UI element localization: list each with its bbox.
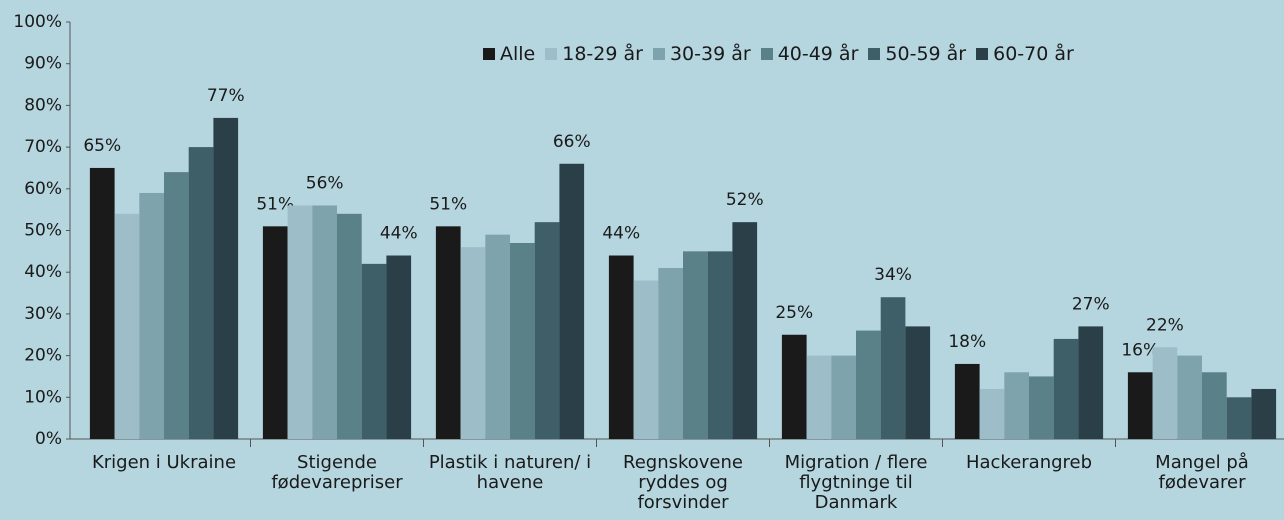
bar	[658, 268, 683, 439]
legend-label: 50-59 år	[885, 43, 967, 65]
y-tick-label: 80%	[24, 95, 62, 115]
bar	[213, 117, 239, 439]
bar	[188, 147, 214, 439]
legend-swatch	[868, 48, 881, 60]
bar	[485, 234, 510, 439]
x-tick-label: Krigen i Ukraine	[91, 452, 237, 473]
y-tick-label: 90%	[24, 54, 62, 74]
bar	[139, 192, 164, 439]
legend-label: Alle	[500, 43, 536, 65]
legend-item: Alle	[483, 43, 535, 65]
legend-swatch	[483, 48, 495, 60]
y-tick-label: 20%	[24, 346, 62, 366]
y-tick-label: 10%	[24, 387, 62, 407]
data-label: 25%	[775, 303, 813, 323]
legend-label: 30-39 år	[669, 43, 751, 65]
data-label: 65%	[83, 136, 121, 156]
bar	[534, 222, 560, 439]
x-tick-label: Migration / flere flygtninge til Danmark	[784, 452, 928, 513]
bar	[1177, 355, 1202, 439]
bar	[1127, 372, 1153, 439]
data-label: 18%	[948, 332, 986, 352]
legend-item: 50-59 år	[868, 43, 966, 65]
bar	[89, 167, 115, 439]
bar	[1078, 326, 1104, 439]
bar	[633, 280, 659, 439]
bar	[1152, 347, 1178, 439]
data-label: 52%	[726, 190, 764, 210]
bar	[806, 355, 832, 439]
legend-label: 60-70 år	[993, 43, 1074, 65]
bar	[831, 355, 856, 439]
bar	[460, 247, 486, 439]
data-label: 77%	[207, 86, 245, 106]
data-label: 51%	[429, 194, 467, 214]
bar	[781, 334, 807, 439]
data-label: 34%	[874, 265, 912, 285]
bar	[510, 243, 535, 439]
legend-swatch	[760, 48, 773, 60]
x-tick-label: Regnskovene ryddes og forsvinder	[623, 452, 743, 513]
bar	[114, 213, 140, 439]
legend-item: 40-49 år	[760, 43, 859, 65]
x-tick-label: Hackerangreb	[965, 452, 1093, 473]
legend-item: 18-29 år	[545, 43, 643, 65]
bar	[287, 205, 313, 439]
y-tick-label: 50%	[24, 221, 62, 241]
bar	[954, 363, 980, 439]
y-tick-label: 70%	[24, 137, 62, 157]
bar	[337, 213, 362, 439]
y-tick-label: 100%	[13, 12, 62, 32]
x-tick-label: Plastik i naturen/ i havene	[428, 452, 592, 493]
data-label: 44%	[380, 224, 418, 244]
x-tick-label: Stigende fødevarepriser	[271, 452, 403, 493]
y-tick-label: 0%	[35, 429, 62, 449]
bar	[1251, 388, 1277, 439]
bar	[905, 326, 931, 439]
data-label: 51%	[256, 194, 294, 214]
data-label: 16%	[1121, 340, 1159, 360]
y-tick-label: 60%	[24, 179, 62, 199]
y-tick-label: 30%	[24, 304, 62, 324]
legend-label: 40-49 år	[777, 43, 859, 65]
bar	[386, 255, 412, 439]
bar	[1053, 338, 1079, 439]
legend-item: 60-70 år	[976, 43, 1074, 65]
bar	[1029, 376, 1054, 439]
x-tick-label: Mangel på fødevarer	[1155, 452, 1249, 493]
bar	[435, 226, 461, 439]
bar	[262, 226, 288, 439]
bar	[361, 263, 387, 439]
bar	[707, 251, 733, 439]
bar	[979, 388, 1005, 439]
legend-swatch	[545, 48, 558, 60]
data-label: 22%	[1146, 315, 1184, 335]
legend: Alle 18-29 år 30-39 år 40-49 år 50-59 år 60-7…	[483, 43, 1074, 65]
bar	[880, 297, 906, 439]
bar	[1004, 372, 1029, 439]
bar	[1226, 397, 1252, 439]
bar	[559, 163, 585, 439]
legend-swatch	[976, 48, 989, 60]
y-tick-label: 40%	[24, 262, 62, 282]
bar	[608, 255, 634, 439]
bar	[683, 251, 708, 439]
bar	[164, 172, 189, 439]
legend-item: 30-39 år	[652, 43, 751, 65]
bar	[1202, 372, 1227, 439]
legend-label: 18-29 år	[562, 43, 643, 65]
bar	[732, 222, 758, 439]
bar	[312, 205, 337, 439]
legend-swatch	[652, 48, 665, 60]
bar	[856, 330, 881, 439]
data-label: 27%	[1072, 294, 1110, 314]
data-label: 44%	[602, 224, 640, 244]
data-label: 56%	[306, 173, 344, 193]
data-label: 66%	[553, 132, 591, 152]
